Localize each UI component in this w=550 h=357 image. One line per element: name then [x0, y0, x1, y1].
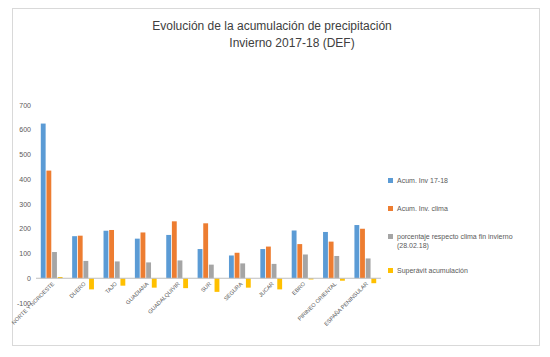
bar — [198, 249, 203, 278]
bar — [183, 278, 188, 288]
bar — [297, 244, 302, 278]
bar — [115, 261, 120, 278]
y-tick-label: 300 — [19, 201, 31, 208]
bar — [371, 278, 376, 283]
bar — [272, 264, 277, 278]
x-tick-label: ESPAÑA PENINSULAR — [323, 281, 369, 327]
bar — [292, 230, 297, 278]
x-tick-label: JUCAR — [257, 281, 274, 298]
legend-label: Acum. Inv 17-18 — [397, 177, 448, 184]
bar — [360, 229, 365, 279]
legend-swatch — [388, 206, 393, 211]
y-tick-label: 400 — [19, 176, 31, 183]
bars — [41, 124, 376, 292]
legend-swatch — [388, 234, 393, 239]
bar — [215, 278, 220, 292]
legend-label: Superávit acumulación — [397, 267, 468, 275]
x-tick-label: DUERO — [68, 280, 87, 299]
y-tick-label: 600 — [19, 126, 31, 133]
legend-label: porcentaje respecto clima fin invierno(2… — [397, 233, 513, 250]
chart: Evolución de la acumulación de precipita… — [0, 0, 550, 357]
bar — [146, 262, 151, 278]
x-tick-label: SEGURA — [223, 281, 244, 302]
bar — [109, 230, 114, 278]
x-axis-line — [36, 278, 381, 279]
bar — [354, 225, 359, 278]
bar — [209, 265, 214, 279]
x-tick-label: GUADIANA — [125, 281, 150, 306]
bar — [334, 256, 339, 278]
title: Evolución de la acumulación de precipita… — [152, 19, 391, 33]
bar — [178, 260, 183, 278]
bar — [229, 255, 234, 278]
bar — [52, 252, 57, 278]
x-tick-label: TAJO — [104, 280, 119, 295]
bar — [89, 278, 94, 289]
bar — [329, 242, 334, 279]
subtitle: Invierno 2017-18 (DEF) — [229, 36, 354, 50]
bar — [166, 235, 171, 278]
bar — [83, 261, 88, 278]
legend-swatch — [388, 268, 393, 273]
bar — [246, 278, 251, 287]
x-tick-label: SUR — [200, 281, 213, 294]
bar — [240, 263, 245, 278]
bar — [120, 278, 125, 285]
chart-frame — [13, 9, 540, 346]
x-tick-label: NORTE Y NOROESTE — [10, 281, 55, 326]
bar — [104, 231, 109, 279]
bar — [277, 278, 282, 289]
bar — [172, 221, 177, 278]
bar — [303, 254, 308, 278]
legend-label: Acum. Inv. clima — [397, 205, 448, 212]
bar — [135, 239, 140, 279]
y-tick-label: 0 — [27, 275, 31, 282]
bar — [323, 232, 328, 278]
x-tick-label: EBRO — [291, 280, 307, 296]
x-tick-label: GUADALQUIVIR — [147, 281, 181, 315]
y-tick-label: 700 — [19, 102, 31, 109]
bar — [266, 247, 271, 279]
bar — [72, 236, 77, 278]
legend-swatch — [388, 178, 393, 183]
bar — [260, 249, 265, 278]
y-tick-label: 500 — [19, 151, 31, 158]
y-tick-label: 200 — [19, 225, 31, 232]
bar — [141, 232, 146, 278]
bar — [203, 223, 208, 278]
bar — [78, 236, 83, 279]
bar — [41, 124, 46, 279]
bar — [46, 171, 51, 279]
bar — [152, 278, 157, 287]
bar — [366, 258, 371, 278]
y-tick-label: 100 — [19, 250, 31, 257]
bar — [235, 253, 240, 278]
